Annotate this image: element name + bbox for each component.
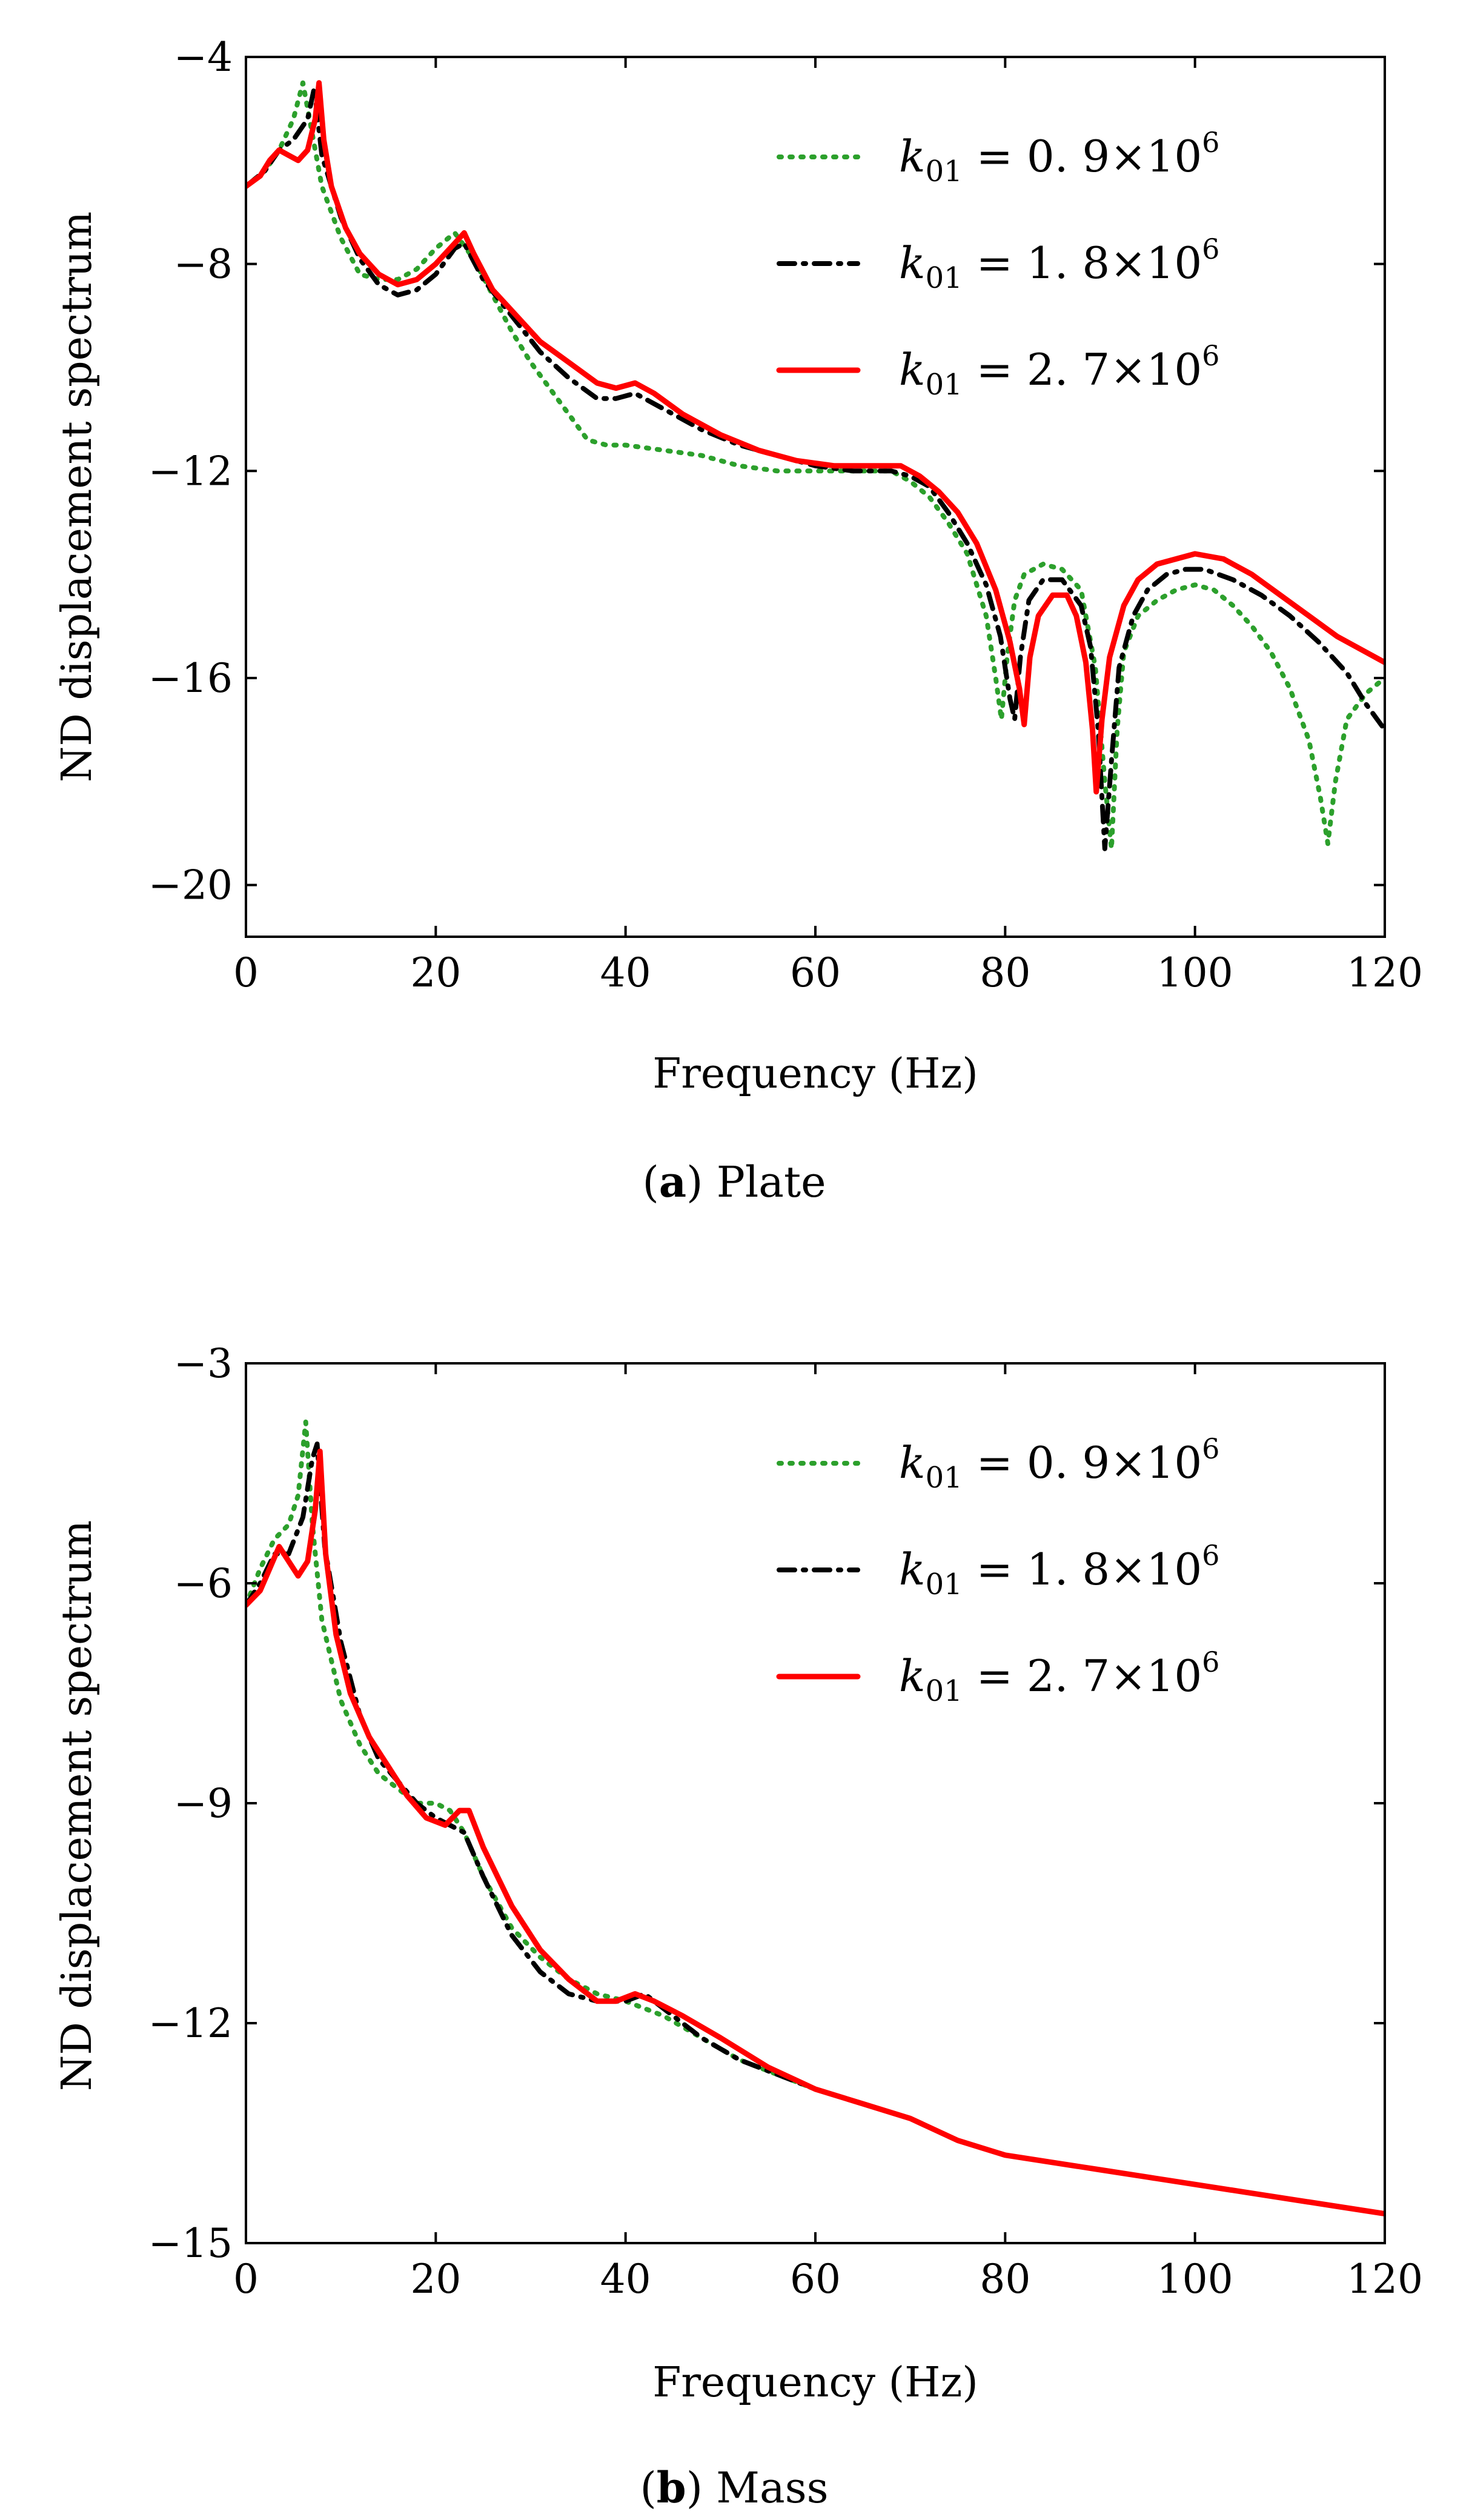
mass-xtick-label: 0 (233, 2256, 259, 2302)
mass-legend: k01 = 0. 9×106 k01 = 1. 8×106 k01 = 2. 7×1… (776, 1432, 1219, 1708)
plate-panel: 0 20 40 60 80 100 120 −4 −8 −12 −16 −20 k01 = 0. 9×… (53, 34, 1423, 1207)
plate-legend-label-3: k01 = 2. 7×106 (899, 339, 1219, 402)
mass-caption: (b) Mass (640, 2462, 828, 2513)
plate-xlabel: Frequency (Hz) (652, 1050, 978, 1098)
mass-xtick-label: 20 (410, 2256, 461, 2302)
plate-ytick-label: −16 (148, 655, 233, 702)
plate-ticks-layer: 0 20 40 60 80 100 120 −4 −8 −12 −16 −20 (148, 34, 1423, 996)
plate-ytick-label: −4 (174, 34, 233, 81)
plate-series-layer (246, 80, 1385, 851)
mass-ylabel: ND displacement spectrum (53, 1520, 101, 2091)
mass-xlabel: Frequency (Hz) (652, 2359, 978, 2407)
plate-ytick-label: −12 (148, 448, 233, 494)
plate-ytick-label: −20 (148, 862, 233, 909)
plate-series-3-line (246, 80, 1385, 795)
mass-ytick-label: −6 (174, 1560, 233, 1607)
mass-series-layer (246, 1419, 1385, 2217)
plate-xtick-label: 80 (980, 949, 1030, 996)
plate-xtick-label: 40 (600, 949, 651, 996)
mass-legend-label-3: k01 = 2. 7×106 (899, 1646, 1219, 1708)
mass-ytick-label: −12 (148, 2000, 233, 2047)
mass-ytick-label: −3 (174, 1340, 233, 1387)
mass-ticks-layer: 0 20 40 60 80 100 120 −3 −6 −9 −12 −15 (148, 1340, 1423, 2302)
mass-xtick-label: 60 (790, 2256, 841, 2302)
mass-xtick-label: 120 (1347, 2256, 1423, 2302)
mass-xtick-label: 80 (980, 2256, 1030, 2302)
plate-caption-text: Plate (717, 1157, 826, 1207)
mass-legend-label-2: k01 = 1. 8×106 (899, 1539, 1219, 1601)
plate-xtick-label: 20 (410, 949, 461, 996)
plate-xtick-label: 0 (233, 949, 259, 996)
mass-caption-text: Mass (716, 2463, 828, 2513)
plate-series-2-line (246, 85, 1385, 851)
plate-axes-frame (245, 56, 1386, 938)
plate-ytick-label: −8 (174, 241, 233, 288)
plate-xtick-label: 60 (790, 949, 841, 996)
mass-caption-letter: b (657, 2462, 686, 2513)
mass-xtick-label: 100 (1157, 2256, 1233, 2302)
plate-caption-letter: a (659, 1157, 686, 1207)
mass-ytick-label: −15 (148, 2220, 233, 2267)
mass-legend-label-1: k01 = 0. 9×106 (899, 1432, 1219, 1495)
plate-series-1-line (246, 80, 1385, 851)
plate-xtick-label: 100 (1157, 949, 1233, 996)
mass-series-3-line (246, 1448, 1385, 2217)
plate-ylabel: ND displacement spectrum (53, 211, 101, 782)
plate-caption: (a) Plate (642, 1157, 826, 1207)
mass-xtick-label: 40 (600, 2256, 651, 2302)
plate-legend-label-2: k01 = 1. 8×106 (899, 233, 1219, 295)
plate-xtick-label: 120 (1347, 949, 1423, 996)
plate-legend: k01 = 0. 9×106 k01 = 1. 8×106 k01 = 2. 7×1… (776, 126, 1219, 402)
plate-legend-label-1: k01 = 0. 9×106 (899, 126, 1219, 188)
mass-panel: 0 20 40 60 80 100 120 −3 −6 −9 −12 −15 k01 = 0. 9×1… (53, 1340, 1423, 2513)
mass-ytick-label: −9 (174, 1780, 233, 1827)
